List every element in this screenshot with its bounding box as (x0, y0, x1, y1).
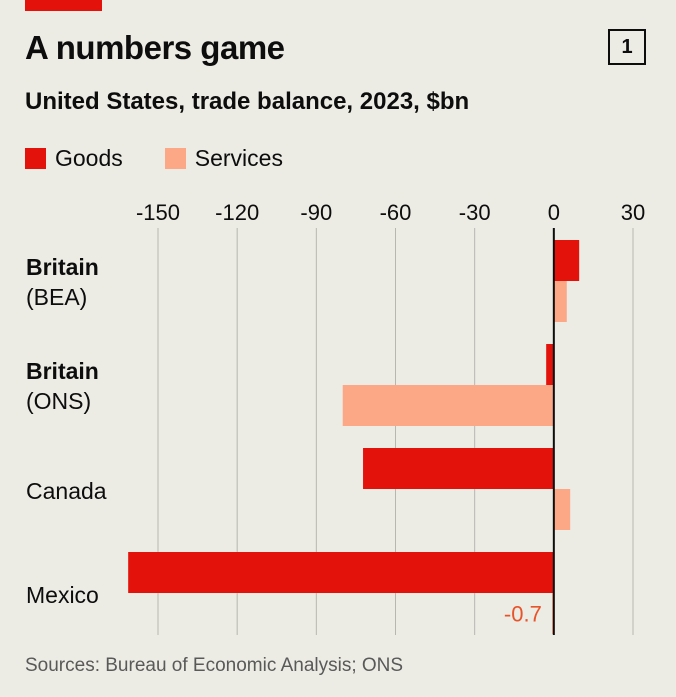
legend: Goods Services (25, 143, 325, 173)
bar-services (553, 281, 567, 322)
bar-goods (128, 552, 554, 593)
category-label: Canada (26, 478, 107, 504)
x-tick-label: 0 (548, 200, 560, 225)
x-tick-label: 30 (621, 200, 645, 225)
x-tick-label: -150 (136, 200, 180, 225)
bar-goods (553, 240, 580, 281)
category-label: Mexico (26, 582, 99, 608)
x-tick-label: -120 (215, 200, 259, 225)
x-tick-label: -90 (300, 200, 332, 225)
category-label: Britain (26, 358, 99, 384)
source-note: Sources: Bureau of Economic Analysis; ON… (25, 655, 404, 676)
x-axis-ticks: -150 -120 -90 -60 -30 0 30 (136, 200, 645, 225)
bars (128, 240, 580, 634)
legend-item-goods: Goods (25, 145, 123, 172)
legend-item-services: Services (164, 144, 283, 172)
chart-number-badge: 1 (608, 29, 646, 65)
bar-services (342, 385, 554, 426)
category-label-detail: (ONS) (26, 388, 91, 414)
accent-bar (25, 0, 102, 11)
annotation-label: -0.7 (504, 602, 542, 627)
bar-chart: -150 -120 -90 -60 -30 0 30 Britain(BEA)Britain… (26, 200, 645, 635)
chart-subtitle: United States, trade balance, 2023, $bn (25, 88, 470, 115)
x-tick-label: -60 (380, 200, 412, 225)
bar-goods (546, 344, 554, 385)
legend-swatch-services (164, 147, 186, 169)
x-tick-label: -30 (459, 200, 491, 225)
category-label: Britain (26, 254, 99, 280)
category-label-detail: (BEA) (26, 284, 87, 310)
bar-goods (363, 448, 554, 489)
bar-services (553, 489, 571, 530)
annotations: -0.7 (504, 602, 542, 627)
legend-swatch-goods (25, 147, 46, 169)
legend-label-services: Services (194, 144, 283, 171)
legend-label-goods: Goods (55, 144, 123, 171)
category-labels: Britain (BEA) Britain (ONS) Canada Mexico (26, 254, 107, 608)
chart-title: A numbers game (25, 29, 285, 66)
